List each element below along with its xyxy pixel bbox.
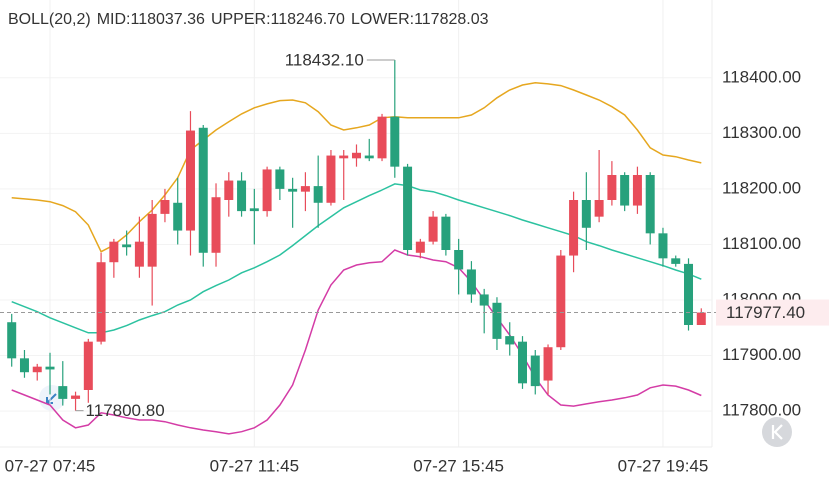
- candle-body: [556, 255, 566, 348]
- candle-body: [454, 250, 464, 270]
- candle-body: [249, 208, 259, 212]
- candle-body: [237, 180, 247, 212]
- x-tick-label: 07-27 15:45: [413, 456, 504, 475]
- candle-body: [211, 197, 221, 253]
- candle-body: [262, 169, 272, 212]
- y-tick-label: 118300.00: [722, 123, 801, 142]
- candle-body: [7, 322, 17, 359]
- candle-body: [96, 262, 106, 342]
- candle-body: [620, 175, 630, 206]
- plot-area: 118432.10 117800.80: [0, 0, 712, 447]
- candle-body: [530, 355, 540, 387]
- last-price-label: 117977.40: [726, 303, 805, 322]
- y-tick-label: 118400.00: [722, 67, 801, 86]
- low-label: 117800.80: [86, 401, 165, 420]
- candle-body: [32, 366, 42, 373]
- button-bg[interactable]: [762, 417, 792, 447]
- candle-body: [390, 116, 400, 167]
- high-label: 118432.10: [285, 50, 364, 69]
- candle-body: [696, 312, 706, 325]
- candle-body: [415, 241, 425, 253]
- band-line: [11, 249, 702, 435]
- candle-body: [83, 341, 93, 390]
- candle-body: [684, 263, 694, 325]
- candle-body: [632, 175, 642, 206]
- band-line: [11, 82, 702, 253]
- candle-body: [428, 216, 438, 242]
- candle-body: [58, 386, 68, 399]
- candle-body: [173, 202, 183, 231]
- y-tick-label: 117900.00: [722, 345, 801, 364]
- candle-body: [645, 175, 655, 234]
- candle-body: [466, 269, 476, 295]
- collapse-button[interactable]: [762, 417, 792, 447]
- y-tick-label: 118200.00: [722, 178, 801, 197]
- candle-body: [569, 200, 579, 256]
- candle-body: [658, 233, 668, 259]
- x-tick-label: 07-27 19:45: [618, 456, 709, 475]
- candle-body: [326, 155, 336, 203]
- candle-body: [505, 336, 515, 345]
- candle-body: [671, 258, 681, 264]
- candle-body: [275, 169, 285, 189]
- button-icon[interactable]: [771, 424, 783, 440]
- candle-body: [479, 294, 489, 306]
- candle-body: [339, 155, 349, 159]
- last-price-tag: [716, 299, 829, 326]
- candle-body: [351, 152, 361, 159]
- candle-body: [71, 395, 81, 399]
- y-tick-label: 117800.00: [722, 401, 801, 420]
- candle-body: [518, 341, 527, 384]
- candle-body: [594, 200, 604, 217]
- x-tick-label: 07-27 11:45: [210, 456, 299, 475]
- candle-body: [441, 216, 451, 250]
- legend-label: UPPER:118246.70: [211, 11, 345, 28]
- candle-body: [224, 180, 234, 200]
- candle-body: [109, 241, 119, 263]
- candle-body: [160, 200, 170, 214]
- candle-body: [147, 213, 157, 267]
- candle-body: [122, 244, 132, 248]
- indicator-label: BOLL(20,2): [8, 11, 91, 28]
- candle-body: [45, 366, 55, 370]
- candle-body: [492, 302, 502, 339]
- candle-body: [300, 186, 310, 192]
- candle-body: [364, 155, 374, 159]
- candle-body: [403, 166, 413, 250]
- candle-body: [19, 358, 29, 373]
- candle-body: [185, 130, 195, 231]
- legend-label: LOWER:117828.03: [351, 11, 489, 28]
- candle-body: [607, 175, 617, 200]
- candle-body: [198, 127, 208, 253]
- legend-label: MID:118037.36: [97, 11, 205, 28]
- candle-body: [581, 200, 591, 228]
- candle-body: [313, 186, 323, 203]
- candle-body: [377, 116, 387, 159]
- candle-body: [288, 188, 298, 192]
- y-tick-label: 118100.00: [722, 234, 801, 253]
- x-tick-label: 07-27 07:45: [5, 456, 96, 475]
- candle-body: [543, 347, 553, 381]
- candle-body: [134, 241, 144, 267]
